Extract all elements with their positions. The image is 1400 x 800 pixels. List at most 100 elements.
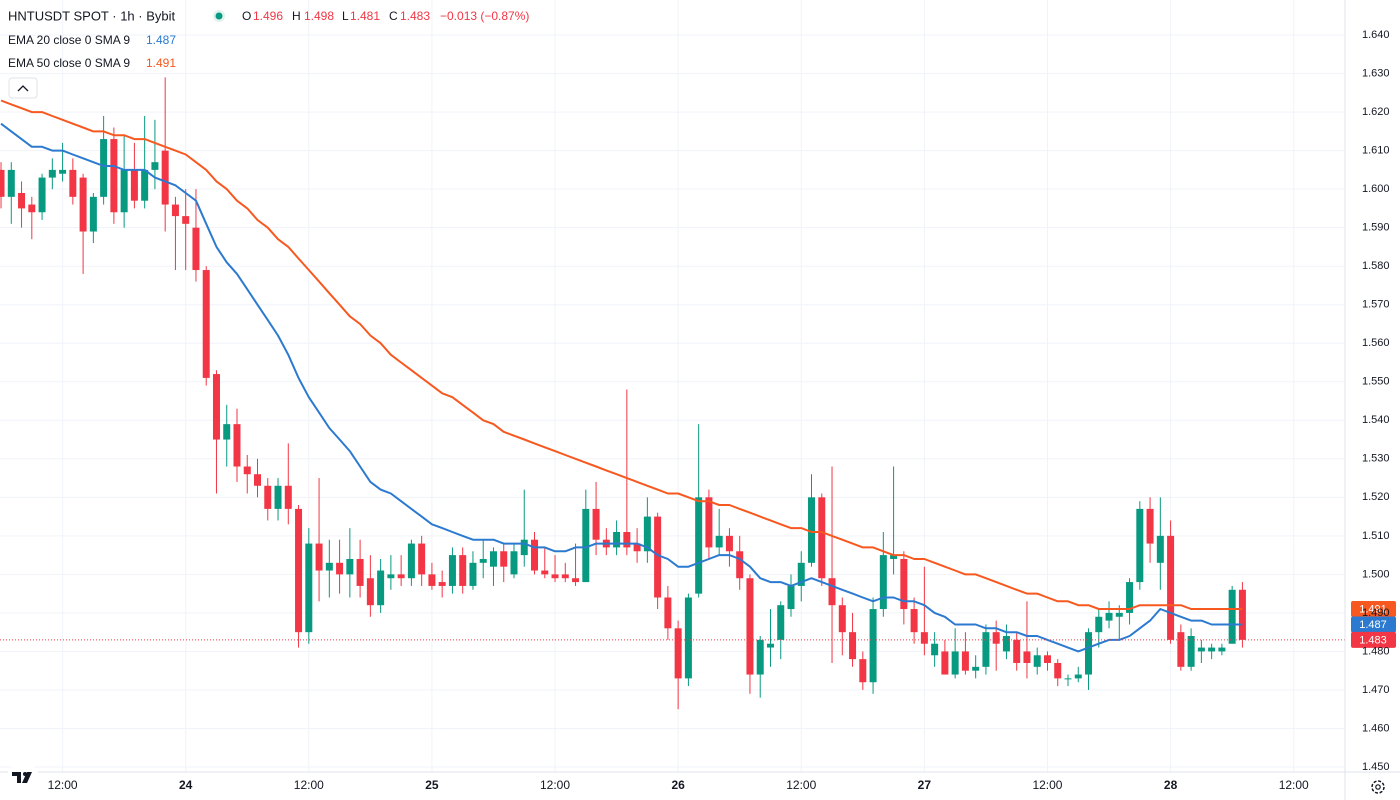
candle-body bbox=[1238, 589, 1246, 640]
candle-body bbox=[725, 535, 733, 552]
candle-body bbox=[1074, 674, 1082, 679]
candle-body bbox=[356, 558, 364, 586]
candle-body bbox=[130, 169, 138, 201]
plot bbox=[0, 77, 1345, 710]
candle-body bbox=[941, 651, 949, 675]
candle-body bbox=[951, 651, 959, 675]
price-tags: 1.491 1.487 1.483 bbox=[1351, 601, 1396, 648]
logo-mark bbox=[12, 772, 32, 783]
candle-body bbox=[28, 204, 36, 213]
candle-body bbox=[1085, 632, 1093, 675]
candle-body bbox=[233, 424, 241, 467]
candle-body bbox=[705, 497, 713, 548]
indicator-name: EMA 20 close 0 SMA 9 bbox=[8, 33, 130, 47]
y-tick-label: 1.600 bbox=[1362, 183, 1390, 195]
collapse-button[interactable] bbox=[8, 77, 38, 99]
candle-body bbox=[746, 578, 754, 675]
logo-dot bbox=[23, 772, 27, 776]
candle-body bbox=[828, 578, 836, 606]
candle-body bbox=[264, 485, 272, 509]
candle-body bbox=[766, 643, 774, 648]
candle-body bbox=[428, 574, 436, 586]
candle-body bbox=[592, 508, 600, 540]
indicator-name: EMA 50 close 0 SMA 9 bbox=[8, 56, 130, 70]
candle-body bbox=[961, 651, 969, 671]
x-tick-label: 24 bbox=[179, 778, 193, 792]
candle-body bbox=[500, 551, 508, 567]
candle-body bbox=[787, 585, 795, 610]
candle-body bbox=[910, 609, 918, 633]
candle-body bbox=[1208, 647, 1216, 652]
candle-body bbox=[284, 485, 292, 509]
candle-body bbox=[1146, 508, 1154, 544]
candle-body bbox=[161, 150, 169, 205]
ohlc-value: 1.498 bbox=[304, 9, 334, 23]
y-tick-label: 1.560 bbox=[1362, 337, 1390, 349]
candle-body bbox=[890, 555, 898, 559]
candle-body bbox=[1156, 535, 1164, 563]
candle-body bbox=[418, 543, 426, 575]
candle-body bbox=[18, 193, 26, 209]
candle-body bbox=[448, 555, 456, 586]
candle-body bbox=[151, 162, 159, 170]
candle-body bbox=[79, 177, 87, 232]
candle-body bbox=[7, 169, 15, 197]
x-tick-label: 25 bbox=[425, 778, 439, 792]
candle-body bbox=[674, 628, 682, 679]
candle-body bbox=[664, 597, 672, 629]
candle-body bbox=[510, 551, 518, 575]
y-tick-label: 1.450 bbox=[1362, 761, 1390, 773]
candle-body bbox=[397, 574, 405, 579]
candle-body bbox=[1177, 632, 1185, 667]
candle-body bbox=[859, 659, 867, 683]
y-tick-label: 1.500 bbox=[1362, 568, 1390, 580]
candle-body bbox=[1228, 589, 1236, 644]
x-tick-label: 12:00 bbox=[786, 778, 816, 792]
candle-body bbox=[1187, 636, 1195, 667]
legend: HNTUSDT SPOT · 1h · Bybit O 1.496 H 1.49… bbox=[8, 8, 529, 99]
candle-body bbox=[920, 632, 928, 644]
indicator-value: 1.491 bbox=[146, 56, 176, 70]
ohlc-key: L bbox=[342, 9, 349, 23]
candle-body bbox=[89, 196, 97, 232]
candle-body bbox=[1218, 647, 1226, 652]
ema-line bbox=[0, 99, 1243, 610]
candle-body bbox=[141, 169, 149, 201]
ema-line bbox=[0, 122, 1243, 653]
ohlc-value: 1.496 bbox=[253, 9, 283, 23]
x-tick-label: 12:00 bbox=[1032, 778, 1062, 792]
candle-body bbox=[1136, 508, 1144, 583]
chart-title: HNTUSDT SPOT · 1h · Bybit bbox=[8, 8, 175, 23]
candle-body bbox=[613, 532, 621, 548]
y-tick-label: 1.590 bbox=[1362, 222, 1390, 234]
candle-body bbox=[69, 169, 77, 197]
settings[interactable] bbox=[1371, 780, 1385, 794]
candle-body bbox=[223, 424, 231, 440]
y-tick-label: 1.630 bbox=[1362, 67, 1390, 79]
candle-body bbox=[366, 578, 374, 606]
candle-body bbox=[900, 558, 908, 610]
candle-body bbox=[212, 374, 220, 440]
ohlc-key: C bbox=[389, 9, 398, 23]
indicator-value: 1.487 bbox=[146, 33, 176, 47]
candle-body bbox=[684, 597, 692, 679]
candle-body bbox=[315, 543, 323, 571]
y-tick-label: 1.520 bbox=[1362, 491, 1390, 503]
status-dot bbox=[215, 12, 223, 20]
ohlc-key: O bbox=[242, 9, 251, 23]
y-tick-label: 1.610 bbox=[1362, 145, 1390, 157]
price-tag bbox=[1351, 616, 1396, 633]
candle-body bbox=[777, 605, 785, 640]
settings-icon[interactable] bbox=[1371, 780, 1385, 794]
y-tick-label: 1.530 bbox=[1362, 453, 1390, 465]
candle-body bbox=[182, 216, 190, 224]
y-tick-label: 1.540 bbox=[1362, 414, 1390, 426]
candle-body bbox=[469, 562, 477, 586]
candle-body bbox=[654, 516, 662, 598]
candle-body bbox=[489, 551, 497, 567]
candle-body bbox=[1033, 655, 1041, 667]
y-tick-label: 1.480 bbox=[1362, 645, 1390, 657]
y-tick-label: 1.620 bbox=[1362, 106, 1390, 118]
candle-body bbox=[459, 555, 467, 586]
candle-body bbox=[1064, 678, 1072, 680]
